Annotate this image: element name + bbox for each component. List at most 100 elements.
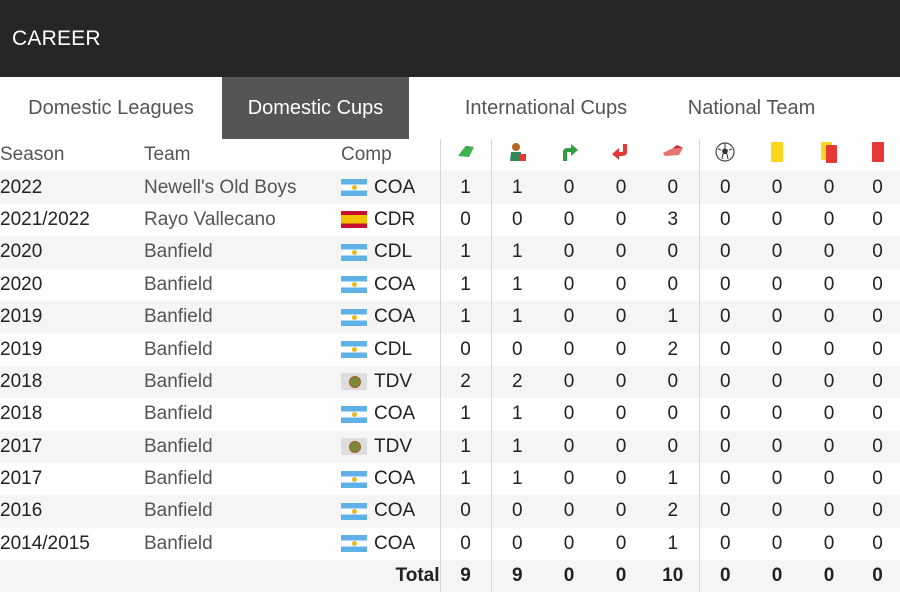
comp-cell[interactable]: TDV xyxy=(341,365,440,399)
substituted-in-cell: 0 xyxy=(543,203,595,237)
season-cell[interactable]: 2017 xyxy=(0,462,144,496)
comp-cell[interactable]: CDL xyxy=(341,333,440,366)
comp-cell[interactable]: COA xyxy=(341,462,440,496)
comp-code: COA xyxy=(374,176,416,198)
red-card-icon[interactable] xyxy=(855,139,900,171)
appearances-cell: 1 xyxy=(439,300,491,334)
team-cell[interactable]: Banfield xyxy=(144,398,341,431)
comp-cell[interactable]: CDL xyxy=(341,236,440,269)
comp-cell[interactable]: COA xyxy=(341,171,440,204)
team-cell[interactable]: Banfield xyxy=(144,268,341,301)
season-cell[interactable]: 2020 xyxy=(0,236,144,269)
team-cell[interactable]: Banfield xyxy=(144,300,341,334)
appearances-cell: 1 xyxy=(439,462,491,496)
starting-lineup-cell: 1 xyxy=(490,462,543,496)
comp-code: COA xyxy=(374,532,416,554)
comp-code: COA xyxy=(374,403,416,425)
table-row[interactable]: 2022 Newell's Old Boys COA 1 1 0 0 0 0 0 0 0 xyxy=(0,171,900,204)
goals-cell: 0 xyxy=(698,527,751,561)
total-label: Total xyxy=(341,560,440,592)
season-cell[interactable]: 2014/2015 xyxy=(0,527,144,561)
table-row[interactable]: 2019 Banfield COA 1 1 0 0 1 0 0 0 0 xyxy=(0,300,900,334)
substituted-out-cell: 0 xyxy=(595,300,647,334)
second-yellow-card-icon[interactable] xyxy=(803,139,855,171)
tab-domestic-leagues[interactable]: Domestic Leagues xyxy=(28,96,194,119)
red-cards-cell: 0 xyxy=(855,462,900,496)
table-row[interactable]: 2016 Banfield COA 0 0 0 0 2 0 0 0 0 xyxy=(0,495,900,528)
tab-domestic-cups[interactable]: Domestic Cups xyxy=(222,77,409,139)
yellow-cards-cell: 0 xyxy=(751,365,803,399)
ball-flag-icon xyxy=(341,438,367,456)
total-row: Total 9 9 0 0 10 0 0 0 0 xyxy=(0,560,900,592)
argentina-flag-icon xyxy=(341,502,367,520)
table-row[interactable]: 2020 Banfield COA 1 1 0 0 0 0 0 0 0 xyxy=(0,268,900,301)
comp-cell[interactable]: COA xyxy=(341,268,440,301)
season-cell[interactable]: 2019 xyxy=(0,333,144,366)
season-header[interactable]: Season xyxy=(0,144,65,166)
team-header[interactable]: Team xyxy=(144,144,191,166)
yellow-cards-cell: 0 xyxy=(751,462,803,496)
comp-cell[interactable]: COA xyxy=(341,527,440,561)
substituted-in-cell: 0 xyxy=(543,268,595,301)
team-cell[interactable]: Banfield xyxy=(144,430,341,463)
comp-header[interactable]: Comp xyxy=(341,144,392,166)
yellow-card-icon[interactable] xyxy=(751,139,803,171)
season-cell[interactable]: 2019 xyxy=(0,300,144,334)
team-cell[interactable]: Banfield xyxy=(144,495,341,528)
bench-icon[interactable] xyxy=(647,139,699,171)
team-cell[interactable]: Rayo Vallecano xyxy=(144,203,341,237)
starting-lineup-cell: 0 xyxy=(490,333,543,366)
season-cell[interactable]: 2016 xyxy=(0,495,144,528)
team-cell[interactable]: Banfield xyxy=(144,527,341,561)
comp-cell[interactable]: CDR xyxy=(341,203,440,237)
second-yellow-cards-cell: 0 xyxy=(803,268,855,301)
yellow-cards-cell: 0 xyxy=(751,203,803,237)
comp-code: CDL xyxy=(374,338,413,360)
table-row[interactable]: 2014/2015 Banfield COA 0 0 0 0 1 0 0 0 0 xyxy=(0,527,900,561)
substituted-out-icon[interactable] xyxy=(595,139,647,171)
tab-international-cups[interactable]: International Cups xyxy=(464,96,628,119)
season-cell[interactable]: 2021/2022 xyxy=(0,203,144,237)
season-cell[interactable]: 2017 xyxy=(0,430,144,463)
team-cell[interactable]: Banfield xyxy=(144,365,341,399)
argentina-flag-icon xyxy=(341,243,367,261)
table-header-row: Season Team Comp xyxy=(0,139,900,172)
substituted-in-icon[interactable] xyxy=(543,139,595,171)
substituted-out-cell: 0 xyxy=(595,495,647,528)
substituted-in-cell: 0 xyxy=(543,300,595,334)
season-cell[interactable]: 2022 xyxy=(0,171,144,204)
comp-code: CDR xyxy=(374,208,416,230)
table-row[interactable]: 2020 Banfield CDL 1 1 0 0 0 0 0 0 0 xyxy=(0,236,900,269)
comp-code: CDL xyxy=(374,241,413,263)
season-cell[interactable]: 2018 xyxy=(0,398,144,431)
comp-cell[interactable]: TDV xyxy=(341,430,440,463)
team-cell[interactable]: Banfield xyxy=(144,333,341,366)
red-cards-cell: 0 xyxy=(855,527,900,561)
appearances-icon[interactable] xyxy=(439,139,491,172)
season-cell[interactable]: 2020 xyxy=(0,268,144,301)
table-row[interactable]: 2018 Banfield COA 1 1 0 0 0 0 0 0 0 xyxy=(0,398,900,431)
table-row[interactable]: 2018 Banfield TDV 2 2 0 0 0 0 0 0 0 xyxy=(0,365,900,399)
argentina-flag-icon xyxy=(341,535,367,553)
tab-national-team[interactable]: National Team xyxy=(687,96,816,119)
table-row[interactable]: 2017 Banfield TDV 1 1 0 0 0 0 0 0 0 xyxy=(0,430,900,463)
comp-cell[interactable]: COA xyxy=(341,495,440,528)
table-row[interactable]: 2019 Banfield CDL 0 0 0 0 2 0 0 0 0 xyxy=(0,333,900,366)
red-cards-cell: 0 xyxy=(855,236,900,269)
table-row[interactable]: 2017 Banfield COA 1 1 0 0 1 0 0 0 0 xyxy=(0,462,900,496)
table-row[interactable]: 2021/2022 Rayo Vallecano CDR 0 0 0 0 3 0 0 0 0 xyxy=(0,203,900,237)
comp-cell[interactable]: COA xyxy=(341,398,440,431)
team-cell[interactable]: Banfield xyxy=(144,462,341,496)
comp-cell[interactable]: COA xyxy=(341,300,440,334)
second-yellow-cards-cell: 0 xyxy=(803,398,855,431)
season-cell[interactable]: 2018 xyxy=(0,365,144,399)
red-cards-cell: 0 xyxy=(855,398,900,431)
team-cell[interactable]: Banfield xyxy=(144,236,341,269)
substituted-in-cell: 0 xyxy=(543,527,595,561)
goals-icon[interactable] xyxy=(698,139,751,172)
starting-lineup-icon[interactable] xyxy=(490,139,543,172)
team-cell[interactable]: Newell's Old Boys xyxy=(144,171,341,204)
comp-code: TDV xyxy=(374,435,412,457)
yellow-cards-cell: 0 xyxy=(751,300,803,334)
tab-bar: Domestic Leagues Domestic Cups Internati… xyxy=(0,77,900,139)
